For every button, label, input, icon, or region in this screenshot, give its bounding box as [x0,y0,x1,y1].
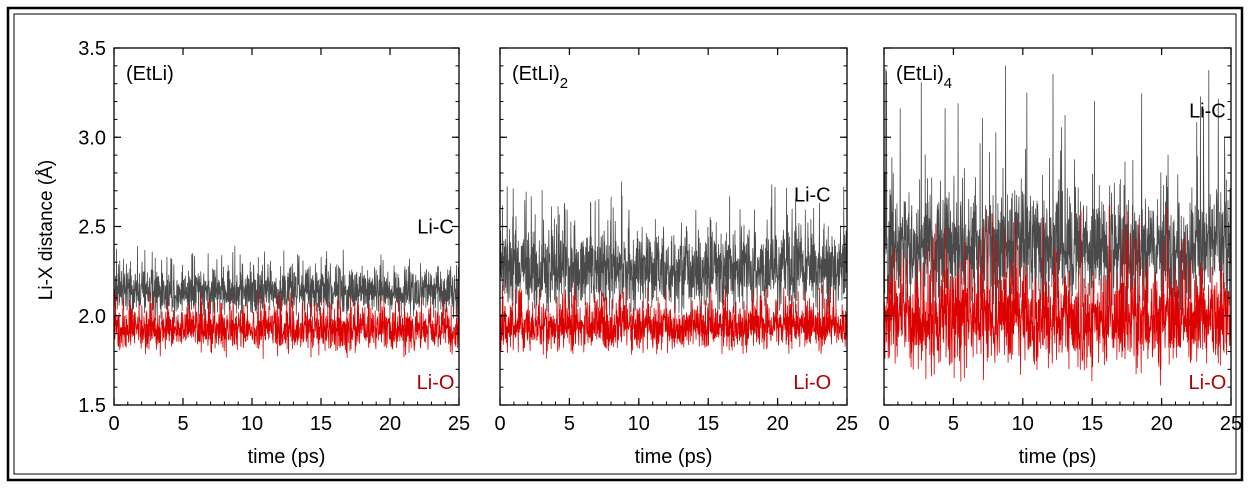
x-tick-label: 15 [1081,413,1103,435]
x-tick-label: 20 [766,413,788,435]
traces [500,181,847,359]
x-tick-label: 5 [948,413,959,435]
x-axis-label: time (ps) [635,446,713,468]
panel-title: (EtLi)4 [896,63,952,92]
x-tick-label: 10 [1012,413,1034,435]
x-tick-label: 25 [1220,413,1242,435]
series-li-c-line [114,245,459,324]
y-axis-label: Li-X distance (Å) [36,160,57,300]
x-tick-label: 5 [564,413,575,435]
y-tick-label: 2.5 [78,217,106,239]
x-tick-label: 10 [628,413,650,435]
x-tick-label: 5 [177,413,188,435]
series-label-li-c: Li-C [417,217,454,239]
series-li-o-line [500,284,847,359]
x-tick-label: 0 [494,413,505,435]
x-tick-label: 15 [697,413,719,435]
series-label-li-o: Li-O [793,372,831,394]
y-tick-label: 1.5 [78,395,106,417]
panel-2: 0 5 10 15 20 25 time (ps) (EtLi)2 Li-C Li-O [494,47,858,468]
x-tick-label: 15 [310,413,332,435]
x-tick-label: 0 [108,413,119,435]
series-li-c-line [884,65,1231,327]
series-label-li-c: Li-C [794,184,831,206]
panel-3: 0 5 10 15 20 25 time (ps) (EtLi)4 Li-C Li-O [878,47,1242,468]
x-tick-label: 25 [836,413,858,435]
x-axis-label: time (ps) [248,446,326,468]
y-tick-label: 2.0 [78,306,106,328]
series-li-o-line [884,204,1231,386]
panel-title: (EtLi)2 [512,63,568,92]
traces [114,245,459,360]
series-label-li-o: Li-O [1189,372,1227,394]
inner-border [13,13,1237,475]
series-label-li-o: Li-O [417,372,455,394]
x-tick-label: 0 [878,413,889,435]
x-tick-label: 20 [379,413,401,435]
y-tick-label: 3.5 [78,38,106,60]
traces [884,65,1231,386]
outer-border [6,6,1244,482]
y-tick-label: 3.0 [78,127,106,149]
series-li-o-line [114,292,459,360]
x-axis-label: time (ps) [1019,446,1097,468]
x-tick-label: 20 [1150,413,1172,435]
series-li-c-line [500,181,847,323]
panel-title: (EtLi) [126,63,174,85]
panels: 0 5 10 15 20 25 1.5 2.0 2.5 3.0 3.5 time (ps) (EtLi)… [78,38,1242,468]
panel-1: 0 5 10 15 20 25 1.5 2.0 2.5 3.0 3.5 time (ps) (EtLi)… [78,38,470,468]
series-label-li-c: Li-C [1189,100,1226,122]
x-tick-label: 25 [448,413,470,435]
x-tick-label: 10 [241,413,263,435]
